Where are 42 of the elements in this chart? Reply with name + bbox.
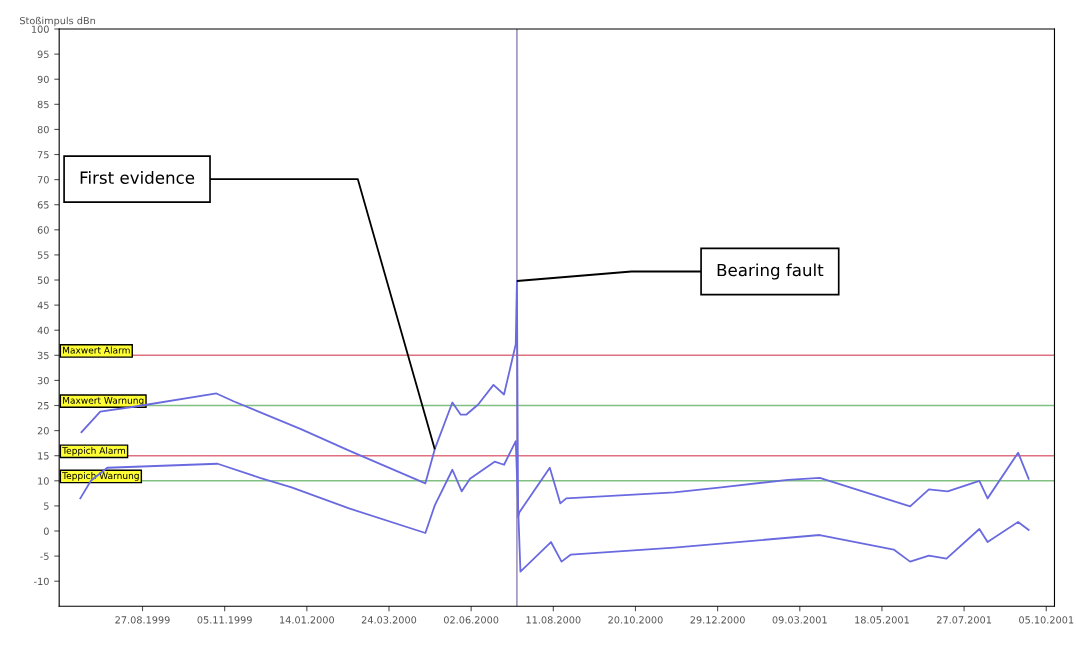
y-tick-label: 20 — [37, 427, 49, 435]
y-tick-label: 70 — [37, 176, 49, 184]
ref-line-label: Maxwert Alarm — [63, 346, 130, 354]
x-tick-label: 02.06.2000 — [443, 616, 499, 624]
x-tick-label: 27.07.2001 — [936, 616, 992, 624]
annotation: Bearing fault — [717, 263, 824, 280]
x-tick-label: 27.08.1999 — [115, 616, 170, 624]
y-tick-label: 90 — [37, 75, 49, 84]
y-tick-label: 45 — [37, 301, 49, 309]
y-tick-label: -5 — [40, 552, 49, 560]
x-tick-label: 18.05.2001 — [855, 616, 909, 624]
ref-line-label: Teppich Alarm — [62, 446, 126, 456]
y-tick-label: 5 — [44, 502, 49, 510]
annotation: First evidence — [80, 171, 195, 184]
x-tick-label: 29.12.2000 — [690, 616, 745, 624]
y-tick-label: 30 — [37, 376, 49, 385]
x-tick-label: 11.08.2000 — [526, 616, 581, 624]
x-tick-label: 09.03.2001 — [772, 616, 827, 624]
y-tick-label: 35 — [37, 351, 49, 360]
y-tick-label: 65 — [37, 201, 49, 209]
x-tick-label: 20.10.2000 — [608, 616, 663, 624]
y-tick-label: 75 — [37, 151, 49, 159]
y-tick-label: 55 — [37, 251, 49, 259]
y-tick-label: 100 — [31, 25, 49, 33]
y-tick-label: 60 — [37, 226, 49, 234]
y-tick-label: 0 — [43, 527, 49, 535]
y-tick-label: 50 — [37, 276, 49, 284]
y-axis-title: Stoßimpuls dBn — [20, 16, 95, 27]
y-tick-label: 40 — [37, 326, 49, 335]
y-tick-label: 25 — [37, 401, 49, 410]
y-tick-label: -10 — [34, 577, 49, 586]
y-tick-label: 95 — [37, 50, 49, 58]
x-tick-label: 05.11.1999 — [197, 616, 252, 624]
ref-line-label: Teppich Warnung — [62, 472, 139, 481]
x-tick-label: 24.03.2000 — [361, 616, 417, 624]
y-tick-label: 10 — [38, 477, 49, 485]
x-tick-label: 05.10.2001 — [1019, 616, 1074, 624]
x-tick-label: 14.01.2000 — [280, 616, 335, 624]
y-tick-label: 80 — [37, 125, 49, 134]
y-tick-label: 85 — [37, 100, 49, 109]
ref-line-label: Maxwert Warnung — [63, 397, 144, 406]
y-tick-label: 15 — [38, 452, 49, 460]
